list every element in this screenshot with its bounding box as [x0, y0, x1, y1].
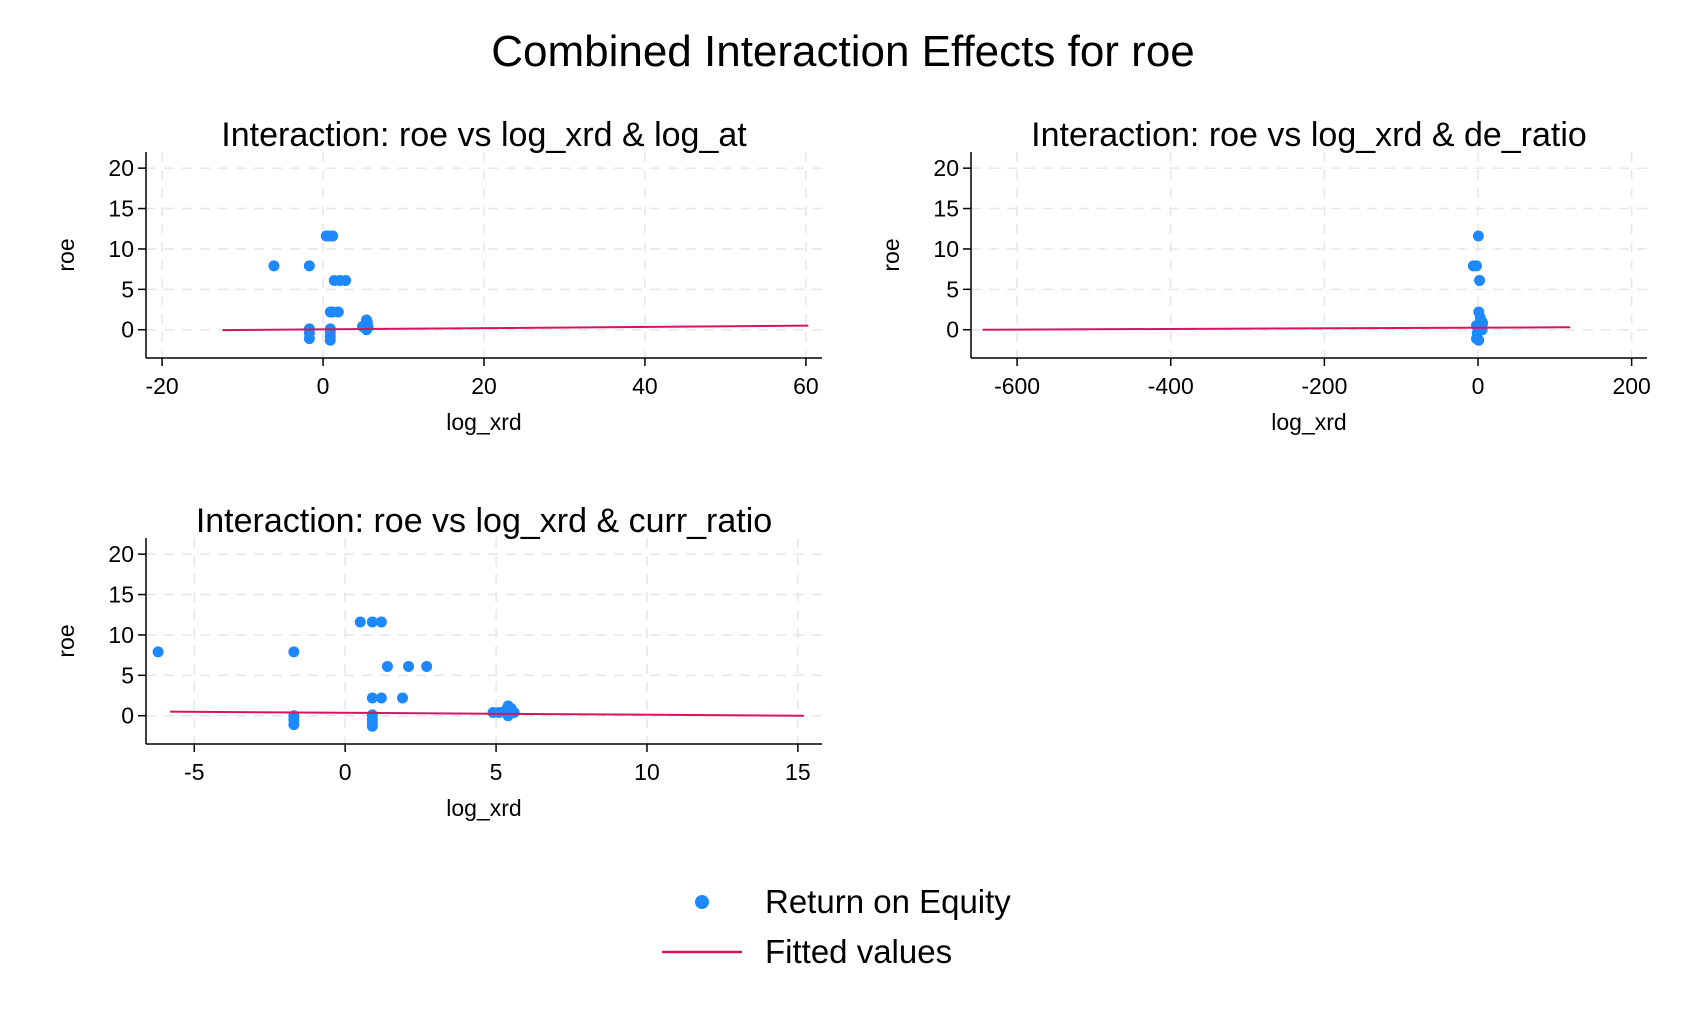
panel-1-y-tick-label: 0 — [121, 317, 134, 343]
legend-point-symbol — [695, 895, 709, 909]
panel-1: Interaction: roe vs log_xrd & log_at 0 5 10… — [53, 116, 822, 435]
figure-title: Combined Interaction Effects for roe — [491, 27, 1195, 76]
panel-3-title: Interaction: roe vs log_xrd & curr_ratio — [196, 502, 772, 540]
legend-label: Return on Equity — [765, 883, 1011, 920]
panel-2-x-tick-label: -600 — [994, 373, 1040, 399]
panel-3-data-point — [152, 646, 164, 658]
panel-3-x-tick-label: 5 — [490, 759, 503, 785]
panel-2-x-tick-label: 200 — [1612, 373, 1650, 399]
panel-2-points — [1467, 230, 1489, 346]
panel-3-data-point — [288, 646, 300, 658]
panel-1-y-tick-label: 5 — [121, 276, 134, 302]
panel-2-y-tick-label: 0 — [946, 317, 959, 343]
panel-1-fitted-line — [222, 324, 809, 332]
panel-3-x-tick-label: 15 — [785, 759, 811, 785]
panel-3-data-point — [381, 660, 393, 672]
panel-1-x-tick-label: -20 — [145, 373, 178, 399]
panel-3-x-tick-label: 10 — [634, 759, 660, 785]
panel-1-x-tick-label: 60 — [793, 373, 819, 399]
panel-1-data-point — [332, 306, 344, 318]
panel-1-x-tick-label: 40 — [632, 373, 658, 399]
panel-2-y-axis-label: roe — [878, 238, 904, 271]
panel-3-y-tick-label: 5 — [121, 662, 134, 688]
legend-label: Fitted values — [765, 933, 952, 970]
panel-3-data-point — [375, 616, 387, 628]
panel-3-y-tick-label: 15 — [108, 582, 134, 608]
panel-1-title: Interaction: roe vs log_xrd & log_at — [221, 116, 747, 154]
panel-1-y-axis-label: roe — [53, 238, 79, 271]
legend-item-2: Fitted values — [662, 933, 952, 970]
panel-2-y-tick-label: 15 — [933, 196, 959, 222]
panel-1-y-tick-label: 20 — [108, 155, 134, 181]
legend-item-1: Return on Equity — [695, 883, 1011, 920]
panel-2-data-point — [1477, 317, 1489, 329]
panel-3-data-point — [288, 719, 300, 731]
panel-2-x-tick-label: 0 — [1472, 373, 1485, 399]
panel-1-grid — [146, 152, 822, 358]
panel-3-y-tick-label: 10 — [108, 622, 134, 648]
panel-2-title: Interaction: roe vs log_xrd & de_ratio — [1031, 116, 1587, 154]
panel-1-data-point — [362, 321, 374, 333]
panel-1-data-point — [324, 334, 336, 346]
panel-1-x-axis-label: log_xrd — [446, 409, 521, 435]
panel-2-x-axis-label: log_xrd — [1271, 409, 1346, 435]
panel-3-x-tick-label: -5 — [184, 759, 204, 785]
panel-1-x-tick-label: 0 — [317, 373, 330, 399]
panel-3-data-point — [366, 720, 378, 732]
panel-1-y-tick-label: 15 — [108, 196, 134, 222]
panel-1-x-tick-label: 20 — [471, 373, 497, 399]
panel-1-data-point — [268, 260, 280, 272]
panel-3-data-point — [421, 660, 433, 672]
panel-3-data-point — [366, 616, 378, 628]
panel-1-data-point — [327, 230, 339, 242]
panel-2-data-point — [1472, 230, 1484, 242]
panel-2-y-tick-label: 10 — [933, 236, 959, 262]
panel-2-y-tick-label: 5 — [946, 276, 959, 302]
panel-3-data-point — [375, 692, 387, 704]
panel-3-data-point — [354, 616, 366, 628]
panel-1-y-tick-label: 10 — [108, 236, 134, 262]
panel-2-data-point — [1474, 274, 1486, 286]
panel-3-x-tick-label: 0 — [339, 759, 352, 785]
panel-3-data-point — [397, 692, 409, 704]
panel-3-x-axis-label: log_xrd — [446, 795, 521, 821]
panel-3: Interaction: roe vs log_xrd & curr_ratio… — [53, 502, 822, 821]
panel-1-data-point — [303, 260, 315, 272]
panel-3-data-point — [403, 660, 415, 672]
panel-2-data-point — [1470, 260, 1482, 272]
panel-3-y-axis-label: roe — [53, 624, 79, 657]
panel-3-y-tick-label: 20 — [108, 541, 134, 567]
panel-1-data-point — [340, 274, 352, 286]
panel-2-x-tick-label: -200 — [1301, 373, 1347, 399]
panel-2-y-tick-label: 20 — [933, 155, 959, 181]
panel-3-y-tick-label: 0 — [121, 703, 134, 729]
panel-3-data-point — [366, 692, 378, 704]
panel-2: Interaction: roe vs log_xrd & de_ratio 0 5… — [878, 116, 1651, 435]
panels: Interaction: roe vs log_xrd & log_at 0 5 10… — [53, 116, 1651, 821]
panel-3-data-point — [508, 706, 520, 718]
panel-3-fitted-line — [170, 710, 804, 717]
panel-2-fitted-line — [982, 326, 1571, 331]
panel-2-data-point — [1473, 334, 1485, 346]
panel-1-data-point — [303, 333, 315, 345]
legend: Return on Equity Fitted values — [662, 883, 1011, 970]
panel-2-x-tick-label: -400 — [1148, 373, 1194, 399]
